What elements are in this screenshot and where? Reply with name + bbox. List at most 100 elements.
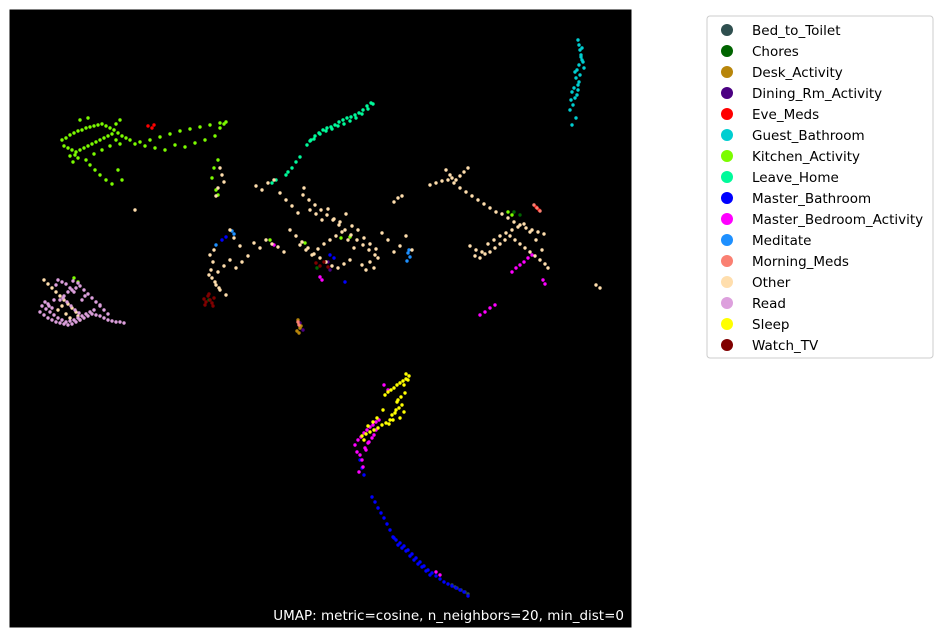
- data-point: [352, 246, 356, 250]
- data-point: [100, 148, 104, 152]
- data-point: [354, 116, 358, 120]
- data-point: [424, 569, 428, 573]
- data-point: [512, 220, 516, 224]
- data-point: [450, 584, 454, 588]
- data-point: [376, 506, 380, 510]
- data-point: [582, 66, 586, 70]
- data-point: [296, 320, 300, 324]
- data-point: [532, 203, 536, 207]
- data-point: [343, 228, 347, 232]
- data-point: [428, 573, 432, 577]
- legend-marker: [721, 150, 733, 162]
- data-point: [360, 112, 364, 116]
- data-point: [363, 446, 367, 450]
- legend-item: Watch_TV: [721, 338, 819, 354]
- legend-marker: [721, 24, 733, 36]
- legend-item: Meditate: [721, 233, 811, 249]
- data-point: [401, 379, 405, 383]
- data-point: [220, 173, 224, 177]
- data-point: [290, 166, 294, 170]
- data-point: [440, 179, 444, 183]
- data-point: [573, 96, 577, 100]
- data-point: [581, 60, 585, 64]
- data-point: [434, 181, 438, 185]
- data-point: [570, 90, 574, 94]
- data-point: [488, 250, 492, 254]
- data-point: [60, 280, 64, 284]
- data-point: [389, 388, 393, 392]
- data-point: [510, 270, 514, 274]
- data-point: [442, 580, 446, 584]
- data-point: [446, 178, 450, 182]
- data-point: [214, 243, 218, 247]
- data-point: [395, 400, 399, 404]
- data-point: [312, 252, 316, 256]
- data-point: [163, 148, 167, 152]
- data-point: [522, 260, 526, 264]
- data-point: [78, 148, 82, 152]
- data-point: [218, 126, 222, 130]
- data-point: [42, 278, 46, 282]
- data-point: [493, 303, 497, 307]
- data-point: [452, 181, 456, 185]
- data-point: [541, 278, 545, 282]
- data-point: [482, 202, 486, 206]
- data-point: [208, 123, 212, 127]
- legend-item: Sleep: [721, 317, 790, 333]
- data-point: [54, 283, 58, 287]
- data-point: [406, 378, 410, 382]
- data-point: [64, 282, 68, 286]
- data-point: [319, 208, 323, 212]
- data-point: [120, 134, 124, 138]
- data-point: [212, 166, 216, 170]
- data-point: [334, 234, 338, 238]
- data-point: [78, 284, 82, 288]
- data-point: [339, 236, 343, 240]
- data-point: [518, 242, 522, 246]
- data-point: [43, 300, 47, 304]
- data-point: [173, 143, 177, 147]
- data-point: [458, 174, 462, 178]
- data-point: [434, 574, 438, 578]
- data-point: [258, 246, 262, 250]
- data-point: [120, 178, 124, 182]
- data-point: [61, 296, 65, 300]
- data-point: [380, 423, 384, 427]
- data-point: [576, 88, 580, 92]
- data-point: [260, 188, 264, 192]
- data-point: [506, 216, 510, 220]
- data-point: [528, 250, 532, 254]
- data-point: [40, 304, 44, 308]
- data-point: [302, 186, 306, 190]
- legend-item: Guest_Bathroom: [721, 128, 865, 144]
- data-point: [66, 323, 70, 327]
- data-point: [387, 422, 391, 426]
- data-point: [371, 420, 375, 424]
- legend-item: Desk_Activity: [721, 65, 843, 81]
- data-point: [370, 495, 374, 499]
- data-point: [569, 98, 573, 102]
- legend-marker: [721, 87, 733, 99]
- data-point: [218, 166, 222, 170]
- data-point: [468, 244, 472, 248]
- data-point: [211, 260, 215, 264]
- data-point: [406, 251, 410, 255]
- data-point: [462, 170, 466, 174]
- data-point: [68, 133, 72, 137]
- data-point: [116, 131, 120, 135]
- data-point: [393, 411, 397, 415]
- data-point: [60, 318, 64, 322]
- data-point: [93, 168, 97, 172]
- data-point: [514, 266, 518, 270]
- data-point: [118, 118, 122, 122]
- data-point: [390, 413, 394, 417]
- data-point: [98, 303, 102, 307]
- series-morning-meds: [296, 203, 542, 327]
- data-point: [382, 516, 386, 520]
- data-point: [371, 423, 375, 427]
- data-point: [106, 312, 110, 316]
- data-point: [528, 230, 532, 234]
- data-point: [412, 558, 416, 562]
- data-point: [50, 306, 54, 310]
- data-point: [400, 403, 404, 407]
